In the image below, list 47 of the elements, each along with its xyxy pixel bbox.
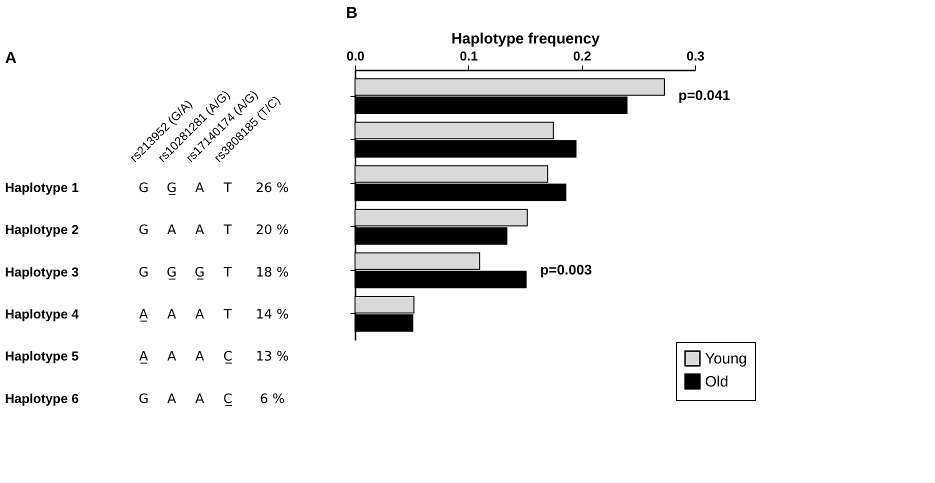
x-tick-label: 0.3 (686, 48, 705, 64)
text: A (195, 308, 204, 323)
text: T (224, 181, 232, 196)
text: A (195, 223, 204, 238)
text: T (224, 308, 232, 323)
text: A (195, 392, 204, 407)
x-tick-label: 0.0 (346, 48, 365, 64)
text: A̲ (139, 350, 148, 365)
text: A (167, 392, 176, 407)
category-label: Haplotype 2 (5, 222, 79, 238)
x-axis-title: Haplotype frequency (451, 30, 600, 48)
category-label: Haplotype 4 (5, 306, 79, 322)
text: G (138, 392, 149, 407)
legend-label: Old (705, 374, 728, 390)
text: 18 % (256, 265, 289, 280)
text: C̲ (223, 392, 232, 407)
text: A (5, 50, 17, 67)
text: T (224, 223, 232, 238)
text: A (167, 308, 176, 323)
text: 6 % (260, 392, 285, 407)
text: G̲ (166, 265, 177, 280)
legend-label: Young (705, 350, 747, 368)
text: 14 % (256, 308, 289, 323)
text: A (167, 223, 176, 238)
text: A (195, 350, 204, 365)
text: G̲ (194, 265, 205, 280)
text: 20 % (256, 223, 289, 238)
chart-title: B (346, 5, 358, 22)
text: 13 % (256, 350, 289, 365)
text: G (138, 223, 149, 238)
category-label: Haplotype 5 (5, 348, 79, 364)
x-tick-label: 0.2 (573, 48, 592, 64)
text: G (138, 181, 149, 196)
text: G (138, 265, 149, 280)
text: A (167, 350, 176, 365)
category-label: Haplotype 6 (5, 390, 79, 406)
text: A (195, 181, 204, 196)
category-label: Haplotype 1 (5, 180, 79, 196)
text: G̲ (166, 181, 177, 196)
text: C̲ (223, 350, 232, 365)
annotation: p=0.041 (678, 87, 730, 104)
text: 26 % (256, 181, 289, 196)
annotation: p=0.003 (540, 261, 592, 278)
text: T (224, 265, 232, 280)
category-label: Haplotype 3 (5, 264, 79, 280)
text: A̲ (139, 308, 148, 323)
x-tick-label: 0.1 (460, 48, 478, 64)
